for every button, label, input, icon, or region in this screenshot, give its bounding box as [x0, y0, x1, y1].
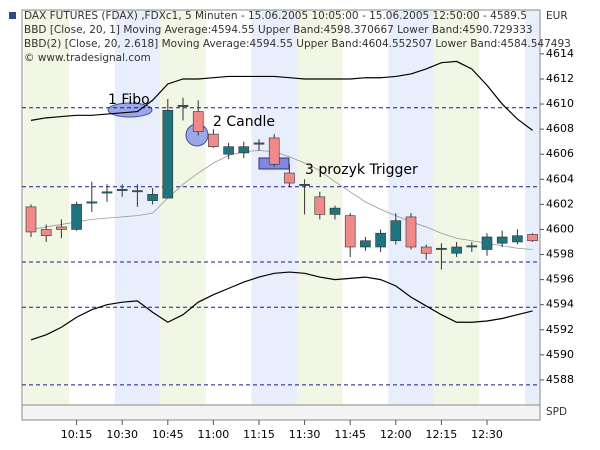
- chart-title: DAX FUTURES (FDAX) ,FDXc1, 5 Minuten - 1…: [24, 10, 527, 22]
- candle-body: [496, 236, 508, 244]
- x-tick-label: 10:30: [106, 428, 138, 441]
- candle-body: [329, 207, 341, 215]
- time-stripe: [205, 10, 252, 405]
- x-tick-label: 11:30: [289, 428, 321, 441]
- candle-body: [420, 246, 432, 254]
- candle-body: [436, 247, 447, 250]
- y-tick-label: 4602: [546, 197, 574, 210]
- y-tick-label: 4606: [546, 147, 574, 160]
- candle-body: [253, 142, 265, 145]
- x-tick-label: 12:00: [380, 428, 412, 441]
- candle-body: [527, 234, 538, 242]
- y-tick-label: 4592: [546, 323, 574, 336]
- lower-panel-label: SPD: [546, 406, 567, 418]
- time-stripe: [114, 10, 161, 405]
- candle-body: [512, 235, 523, 243]
- candle-body: [481, 236, 493, 250]
- time-stripe: [525, 10, 540, 405]
- y-tick-label: 4604: [546, 172, 574, 185]
- x-tick-label: 11:45: [334, 428, 366, 441]
- band-line: [30, 271, 533, 341]
- x-tick-label: 12:30: [471, 428, 503, 441]
- candle-body: [284, 172, 295, 184]
- y-tick-label: 4596: [546, 273, 574, 286]
- y-tick-label: 4594: [546, 298, 574, 311]
- x-tick-label: 11:15: [243, 428, 275, 441]
- annotation: 3 prozyk Trigger: [305, 162, 418, 178]
- indicator-2: BBD(2) [Close, 20, 2.618] Moving Average…: [24, 38, 571, 50]
- candle-body: [71, 204, 82, 230]
- candle-body: [314, 196, 326, 215]
- y-tick-label: 4610: [546, 97, 574, 110]
- candle-body: [238, 146, 250, 154]
- candle-body: [405, 216, 417, 248]
- candle-body: [390, 220, 402, 242]
- y-tick-label: 4614: [546, 47, 574, 60]
- candle-body: [132, 190, 143, 193]
- y-tick-label: 4598: [546, 248, 574, 261]
- candle-body: [177, 105, 189, 107]
- candle-body: [101, 191, 113, 194]
- time-stripe: [251, 10, 297, 405]
- candle-body: [208, 133, 219, 147]
- time-stripe: [388, 10, 434, 405]
- y-tick-label: 4590: [546, 348, 574, 361]
- candle-body: [40, 229, 52, 237]
- candle-body: [223, 146, 234, 155]
- candle-body: [192, 111, 204, 132]
- annotation: 2 Candle: [213, 114, 275, 130]
- marks: 4588 4590 4592 4594 4596 4598 4600 4602 4604 4606…: [22, 47, 574, 441]
- band-line: [30, 150, 533, 250]
- candle-body: [25, 206, 37, 233]
- time-stripe: [342, 10, 389, 405]
- y-tick-label: 4600: [546, 222, 574, 235]
- candle-body: [56, 226, 67, 230]
- candle-body: [299, 184, 310, 186]
- candle-body: [375, 232, 386, 248]
- candle-body: [162, 110, 174, 199]
- candle-body: [344, 215, 356, 248]
- candle-body: [268, 137, 280, 165]
- background: [23, 10, 540, 405]
- candle-body: [147, 194, 158, 201]
- x-tick-label: 11:00: [198, 428, 230, 441]
- y-tick-label: 4612: [546, 72, 574, 85]
- annotation: 1 Fibo: [108, 92, 150, 108]
- band-line: [30, 60, 533, 131]
- time-stripe: [433, 10, 480, 405]
- currency: EUR: [546, 10, 568, 22]
- lower-panel: [21, 404, 541, 421]
- candle-body: [116, 189, 128, 191]
- indicator-1: BBD [Close, 20, 1] Moving Average:4594.5…: [24, 24, 533, 36]
- candle-body: [360, 240, 371, 248]
- time-stripe: [160, 10, 206, 405]
- y-tick-label: 4588: [546, 373, 574, 386]
- candle-body: [466, 245, 478, 248]
- candle-body: [86, 201, 98, 204]
- y-tick-label: 4608: [546, 122, 574, 135]
- x-tick-label: 10:45: [152, 428, 184, 441]
- x-tick-label: 12:15: [426, 428, 458, 441]
- time-stripe: [479, 10, 525, 405]
- x-tick-label: 10:15: [61, 428, 93, 441]
- candle-body: [451, 246, 462, 254]
- copyright: © www.tradesignal.com: [24, 52, 151, 64]
- symbol-icon: [9, 12, 16, 19]
